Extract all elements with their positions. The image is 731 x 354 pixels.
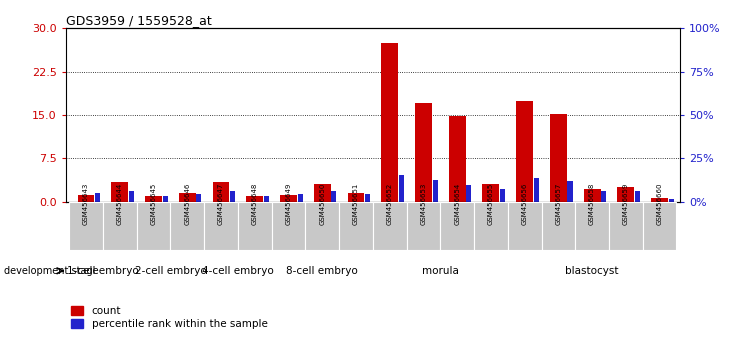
- Text: GSM456659: GSM456659: [623, 182, 629, 225]
- Bar: [339, 202, 373, 250]
- Bar: [213, 182, 230, 202]
- Text: blastocyst: blastocyst: [565, 266, 619, 276]
- Bar: [238, 202, 272, 250]
- Bar: [406, 202, 440, 250]
- Bar: [482, 184, 499, 202]
- Bar: [272, 202, 306, 250]
- Text: GSM456646: GSM456646: [184, 182, 190, 225]
- Text: GSM456656: GSM456656: [522, 182, 528, 225]
- Bar: [516, 101, 533, 202]
- Bar: [197, 194, 202, 202]
- Text: development stage: development stage: [4, 266, 98, 276]
- Text: 1-cell embryo: 1-cell embryo: [67, 266, 139, 276]
- Bar: [382, 43, 398, 202]
- Legend: count, percentile rank within the sample: count, percentile rank within the sample: [71, 306, 268, 329]
- Text: GSM456658: GSM456658: [589, 182, 595, 225]
- Bar: [170, 202, 204, 250]
- Bar: [669, 199, 674, 202]
- Text: GSM456657: GSM456657: [556, 182, 561, 225]
- Bar: [550, 114, 567, 202]
- Bar: [601, 190, 606, 202]
- Bar: [298, 194, 303, 202]
- Bar: [508, 202, 542, 250]
- Text: 8-cell embryo: 8-cell embryo: [287, 266, 358, 276]
- Bar: [542, 202, 575, 250]
- Bar: [280, 195, 297, 202]
- Bar: [111, 182, 128, 202]
- Bar: [162, 196, 167, 202]
- Bar: [440, 202, 474, 250]
- Text: GSM456653: GSM456653: [420, 182, 426, 225]
- Bar: [365, 194, 370, 202]
- Text: GSM456648: GSM456648: [251, 182, 258, 225]
- Text: GSM456645: GSM456645: [151, 182, 156, 225]
- Text: GSM456644: GSM456644: [117, 182, 123, 225]
- Text: GSM456649: GSM456649: [286, 182, 292, 225]
- Bar: [264, 196, 269, 202]
- Bar: [69, 202, 103, 250]
- Text: GSM456655: GSM456655: [488, 182, 494, 225]
- Bar: [583, 189, 601, 202]
- Bar: [103, 202, 137, 250]
- Bar: [306, 202, 339, 250]
- Bar: [474, 202, 508, 250]
- Text: GSM456651: GSM456651: [353, 182, 359, 225]
- Bar: [651, 198, 668, 202]
- Bar: [575, 202, 609, 250]
- Bar: [466, 185, 471, 202]
- Bar: [618, 187, 635, 202]
- Bar: [145, 196, 162, 202]
- Bar: [449, 116, 466, 202]
- Bar: [415, 103, 432, 202]
- Bar: [567, 181, 572, 202]
- Text: GSM456647: GSM456647: [218, 182, 224, 225]
- Bar: [230, 190, 235, 202]
- Bar: [204, 202, 238, 250]
- Text: GSM456652: GSM456652: [387, 182, 393, 225]
- Bar: [399, 175, 404, 202]
- Bar: [534, 178, 539, 202]
- Text: 4-cell embryo: 4-cell embryo: [202, 266, 273, 276]
- Bar: [246, 196, 263, 202]
- Bar: [95, 193, 100, 202]
- Bar: [635, 190, 640, 202]
- Bar: [373, 202, 406, 250]
- Bar: [129, 190, 134, 202]
- Bar: [179, 193, 196, 202]
- Bar: [314, 184, 330, 202]
- Bar: [331, 192, 336, 202]
- Text: GDS3959 / 1559528_at: GDS3959 / 1559528_at: [66, 14, 211, 27]
- Bar: [347, 193, 364, 202]
- Text: GSM456660: GSM456660: [656, 182, 662, 225]
- Bar: [609, 202, 643, 250]
- Text: GSM456643: GSM456643: [83, 182, 89, 225]
- Bar: [643, 202, 676, 250]
- Bar: [137, 202, 170, 250]
- Text: morula: morula: [422, 266, 459, 276]
- Text: 2-cell embryo: 2-cell embryo: [135, 266, 206, 276]
- Bar: [433, 180, 438, 202]
- Text: GSM456654: GSM456654: [454, 182, 460, 225]
- Text: GSM456650: GSM456650: [319, 182, 325, 225]
- Bar: [500, 189, 505, 202]
- Bar: [77, 195, 94, 202]
